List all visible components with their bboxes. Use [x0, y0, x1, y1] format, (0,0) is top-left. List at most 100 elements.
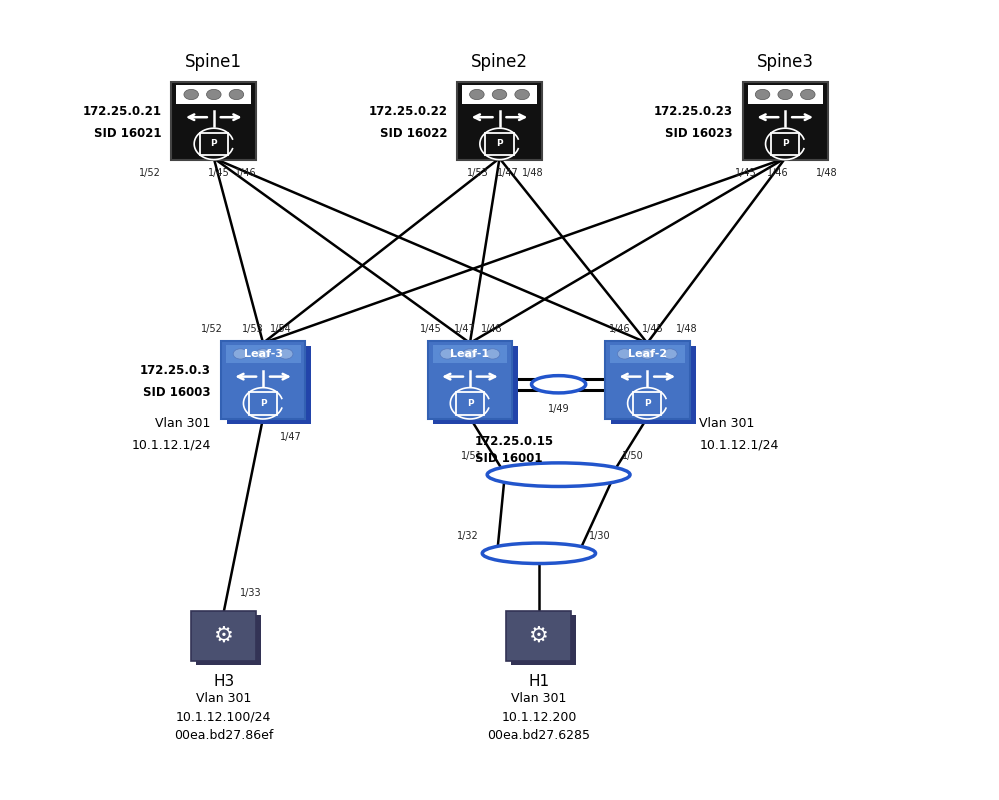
Ellipse shape	[463, 349, 478, 359]
Text: P: P	[782, 139, 788, 148]
FancyBboxPatch shape	[609, 345, 684, 363]
Ellipse shape	[755, 90, 770, 100]
Text: 1/50: 1/50	[621, 450, 643, 461]
Text: P: P	[211, 139, 217, 148]
Text: 1/30: 1/30	[589, 530, 610, 541]
Ellipse shape	[207, 90, 221, 100]
Text: Spine3: Spine3	[756, 53, 813, 71]
Ellipse shape	[470, 90, 485, 100]
Text: 1/46: 1/46	[608, 323, 630, 334]
Text: Vlan 301: Vlan 301	[156, 417, 211, 430]
FancyBboxPatch shape	[196, 614, 261, 665]
Ellipse shape	[662, 349, 677, 359]
Text: 1/48: 1/48	[676, 323, 697, 334]
Text: Vlan 301: Vlan 301	[511, 693, 566, 706]
Text: 1/45: 1/45	[208, 168, 230, 178]
Text: SID 16003: SID 16003	[144, 386, 211, 399]
FancyBboxPatch shape	[227, 346, 312, 424]
Text: P: P	[260, 399, 267, 408]
Text: 1/45: 1/45	[642, 323, 664, 334]
Text: 1/33: 1/33	[241, 588, 262, 598]
Text: H1: H1	[528, 674, 549, 689]
FancyBboxPatch shape	[511, 614, 576, 665]
FancyBboxPatch shape	[605, 342, 689, 419]
Ellipse shape	[483, 543, 595, 563]
Ellipse shape	[486, 349, 500, 359]
FancyBboxPatch shape	[743, 82, 827, 160]
FancyBboxPatch shape	[191, 610, 256, 661]
Text: 1/48: 1/48	[816, 168, 837, 178]
Text: 1/47: 1/47	[455, 323, 476, 334]
Text: ⚙: ⚙	[214, 626, 234, 646]
Text: ⚙: ⚙	[528, 626, 548, 646]
Text: P: P	[644, 399, 650, 408]
Ellipse shape	[778, 90, 792, 100]
Text: 1/45: 1/45	[420, 323, 442, 334]
FancyBboxPatch shape	[221, 342, 306, 419]
Ellipse shape	[531, 376, 585, 393]
Text: Spine2: Spine2	[471, 53, 528, 71]
FancyBboxPatch shape	[433, 345, 507, 363]
Text: P: P	[467, 399, 474, 408]
Text: 10.1.12.200: 10.1.12.200	[501, 710, 576, 723]
Text: 1/48: 1/48	[481, 323, 502, 334]
Ellipse shape	[256, 349, 271, 359]
Ellipse shape	[488, 463, 630, 486]
Text: 10.1.12.1/24: 10.1.12.1/24	[132, 438, 211, 451]
Ellipse shape	[800, 90, 815, 100]
Text: 172.25.0.3: 172.25.0.3	[140, 365, 211, 378]
Text: 10.1.12.100/24: 10.1.12.100/24	[176, 710, 272, 723]
Text: 1/54: 1/54	[270, 323, 292, 334]
Ellipse shape	[229, 90, 244, 100]
Text: 1/52: 1/52	[201, 323, 223, 334]
Ellipse shape	[617, 349, 632, 359]
Text: 1/45: 1/45	[735, 168, 756, 178]
Ellipse shape	[493, 90, 506, 100]
FancyBboxPatch shape	[177, 85, 252, 104]
Text: 10.1.12.1/24: 10.1.12.1/24	[699, 438, 779, 451]
Ellipse shape	[640, 349, 654, 359]
Text: 172.25.0.15: 172.25.0.15	[475, 435, 554, 448]
FancyBboxPatch shape	[428, 342, 512, 419]
Text: 172.25.0.21: 172.25.0.21	[83, 105, 162, 118]
Ellipse shape	[440, 349, 455, 359]
Text: 00ea.bd27.86ef: 00ea.bd27.86ef	[174, 729, 274, 742]
Text: 1/48: 1/48	[522, 168, 543, 178]
Text: Vlan 301: Vlan 301	[196, 693, 252, 706]
Text: 1/46: 1/46	[766, 168, 788, 178]
Ellipse shape	[514, 90, 529, 100]
Text: 1/46: 1/46	[235, 168, 256, 178]
Text: SID 16022: SID 16022	[380, 127, 448, 140]
FancyBboxPatch shape	[226, 345, 301, 363]
Text: 172.25.0.22: 172.25.0.22	[369, 105, 448, 118]
Text: 1/47: 1/47	[280, 432, 302, 442]
FancyBboxPatch shape	[458, 82, 541, 160]
Text: Leaf-3: Leaf-3	[244, 350, 283, 359]
Text: SID 16001: SID 16001	[475, 452, 542, 466]
Text: 1/47: 1/47	[497, 168, 518, 178]
Text: Leaf-2: Leaf-2	[627, 350, 666, 359]
Text: H3: H3	[213, 674, 235, 689]
Text: Spine1: Spine1	[186, 53, 243, 71]
FancyBboxPatch shape	[463, 85, 536, 104]
FancyBboxPatch shape	[610, 346, 695, 424]
Text: P: P	[497, 139, 502, 148]
Text: SID 16021: SID 16021	[94, 127, 162, 140]
FancyBboxPatch shape	[747, 85, 822, 104]
FancyBboxPatch shape	[434, 346, 518, 424]
Text: 00ea.bd27.6285: 00ea.bd27.6285	[488, 729, 590, 742]
Text: Vlan 301: Vlan 301	[699, 417, 755, 430]
Text: Leaf-1: Leaf-1	[451, 350, 490, 359]
Text: 1/32: 1/32	[458, 530, 479, 541]
Text: 1/53: 1/53	[467, 168, 489, 178]
Ellipse shape	[279, 349, 293, 359]
Text: 172.25.0.23: 172.25.0.23	[654, 105, 733, 118]
FancyBboxPatch shape	[506, 610, 571, 661]
Text: 1/53: 1/53	[243, 323, 264, 334]
FancyBboxPatch shape	[172, 82, 256, 160]
Ellipse shape	[233, 349, 248, 359]
Text: 1/51: 1/51	[462, 450, 483, 461]
Text: SID 16023: SID 16023	[665, 127, 733, 140]
Text: 1/52: 1/52	[139, 168, 161, 178]
Text: 1/49: 1/49	[547, 404, 569, 414]
